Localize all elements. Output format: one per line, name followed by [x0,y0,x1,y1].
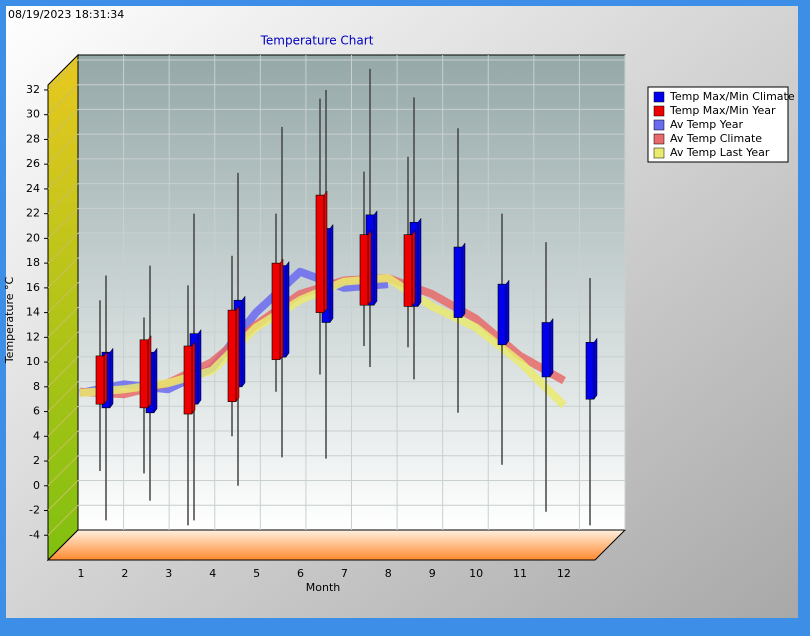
side-grid-line [47,405,79,437]
y-tick-label: 10 [26,355,40,368]
side-grid-line [47,183,79,214]
y-tick-label: 2 [33,454,40,467]
box [183,345,193,415]
y-tick-label: 30 [26,108,40,121]
box [227,309,237,402]
x-tick-label: 3 [165,567,172,580]
x-tick-label: 1 [78,567,85,580]
box-side [417,217,422,308]
box-side [505,279,510,346]
legend-label: Av Temp Climate [670,132,762,145]
y-axis-label: Temperature °C [3,277,16,365]
box-side [279,258,284,361]
legend-label: Av Temp Last Year [670,146,770,159]
x-tick-label: 12 [557,567,571,580]
box-side [329,223,334,324]
box-side [197,328,202,405]
y-tick-label: 16 [26,281,40,294]
y-tick-label: 20 [26,231,40,244]
side-grid-line [47,356,79,388]
box-side [285,260,290,358]
floor [46,529,627,561]
side-grid-line [47,232,79,264]
timestamp: 08/19/2023 18:31:34 [8,8,124,21]
side-grid-line [47,133,79,165]
x-tick-label: 5 [253,567,260,580]
box-side [593,337,598,400]
side-grid-line [47,208,79,239]
box-side [153,347,158,414]
y-tick-label: 24 [26,182,40,195]
box [359,234,369,306]
y-tick-label: 18 [26,256,40,269]
y-tick-label: 12 [26,330,40,343]
box [139,339,149,409]
box [271,262,281,360]
y-tick-label: 6 [33,405,40,418]
box [585,341,595,400]
side-grid-line [47,504,79,536]
box-side [235,305,240,403]
legend-label: Av Temp Year [670,118,743,131]
legend [647,86,789,163]
box-side [367,229,372,306]
box-side [411,229,416,308]
x-tick-label: 7 [341,567,348,580]
legend-swatch [653,133,665,145]
x-tick-label: 6 [297,567,304,580]
box-side [109,347,114,409]
box [403,234,413,307]
box-side [147,335,152,409]
y-tick-label: -2 [29,504,40,517]
box-side [461,242,466,319]
side-grid-line [47,158,79,190]
legend-swatch [653,105,665,117]
side-grid-line [47,59,79,91]
box-side [191,341,196,415]
x-tick-label: 2 [121,567,128,580]
y-tick-label: 26 [26,157,40,170]
box [95,355,105,405]
side-grid-line [47,480,79,511]
side-grid-line [47,381,79,412]
side-grid-line [47,430,79,462]
x-tick-label: 11 [513,567,527,580]
y-tick-label: 32 [26,83,40,96]
legend-swatch [653,91,665,103]
chart-title: Temperature Chart [260,34,374,48]
legend-label: Temp Max/Min Climate [669,90,795,103]
legend-swatch [653,119,665,131]
box [315,194,325,313]
side-grid-line [47,257,79,289]
box-side [549,317,554,378]
box-side [373,210,378,306]
side-grid-line [47,282,79,313]
y-tick-label: 8 [33,380,40,393]
x-axis-label: Month [306,581,341,594]
box [497,283,507,346]
x-tick-label: 9 [429,567,436,580]
side-grid-line [47,306,79,338]
side-grid-line [47,331,79,363]
y-tick-label: 4 [33,429,40,442]
legend-label: Temp Max/Min Year [669,104,776,117]
box-side [241,295,246,388]
x-tick-label: 8 [385,567,392,580]
y-tick-label: -4 [29,528,40,541]
y-tick-label: 28 [26,132,40,145]
y-tick-label: 14 [26,306,40,319]
box-side [323,190,328,314]
legend-swatch [653,147,665,159]
x-tick-label: 4 [209,567,216,580]
box-side [103,351,108,405]
x-tick-label: 10 [469,567,483,580]
side-grid-line [47,84,79,116]
box [453,246,463,318]
y-tick-label: 0 [33,479,40,492]
y-tick-label: 22 [26,207,40,220]
side-grid-line [47,455,79,487]
box [541,322,551,378]
side-grid-line [47,109,79,140]
